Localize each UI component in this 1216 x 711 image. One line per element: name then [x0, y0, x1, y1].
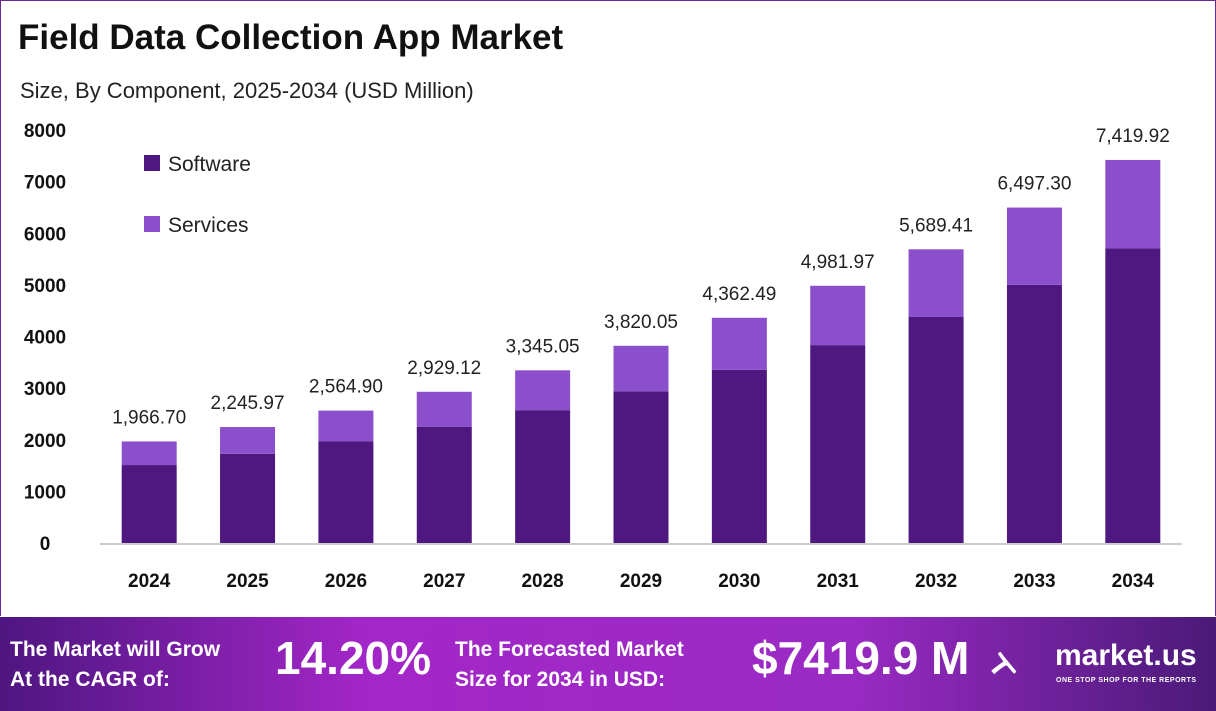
y-tick-label: 3000 [24, 379, 66, 400]
total-label-2034: 7,419.92 [1096, 126, 1170, 147]
x-tick-label: 2028 [521, 571, 563, 592]
total-label-2024: 1,966.70 [112, 407, 186, 428]
bar-services-2026 [318, 410, 374, 442]
bar-services-2024 [121, 441, 177, 466]
forecast-label: The Forecasted Market Size for 2034 in US… [455, 635, 684, 695]
y-tick-label: 0 [40, 534, 51, 555]
bar-services-2033 [1006, 207, 1062, 285]
legend-label-services: Services [168, 214, 249, 237]
bar-software-2034 [1105, 248, 1161, 543]
bar-services-2031 [810, 285, 866, 346]
total-label-2025: 2,245.97 [211, 393, 285, 414]
forecast-label-line2: Size for 2034 in USD: [455, 668, 666, 691]
bar-services-2028 [515, 370, 571, 411]
legend-swatch-services [144, 216, 160, 232]
x-tick-label: 2034 [1112, 571, 1155, 592]
bar-services-2027 [416, 391, 472, 427]
forecast-value: $7419.9 M [752, 632, 970, 684]
x-tick-label: 2031 [817, 571, 860, 592]
x-tick-label: 2032 [915, 571, 957, 592]
x-tick-label: 2029 [620, 571, 662, 592]
x-tick-label: 2033 [1013, 571, 1055, 592]
total-label-2030: 4,362.49 [702, 284, 776, 305]
summary-banner: The Market will Grow At the CAGR of: 14.2… [0, 617, 1216, 711]
brand-tagline: ONE STOP SHOP FOR THE REPORTS [1056, 677, 1197, 684]
cagr-value: 14.20% [275, 632, 432, 684]
y-tick-label: 1000 [24, 482, 66, 503]
bar-software-2030 [711, 369, 767, 543]
bar-software-2027 [416, 426, 472, 543]
y-tick-label: 2000 [24, 431, 66, 452]
bar-software-2032 [908, 316, 964, 543]
total-label-2026: 2,564.90 [309, 377, 383, 398]
total-label-2031: 4,981.97 [801, 252, 875, 273]
cagr-label-line1: The Market will Grow [10, 638, 221, 661]
bar-services-2029 [613, 345, 669, 392]
bar-software-2029 [613, 391, 669, 543]
bar-services-2025 [220, 427, 276, 454]
cagr-label-line2: At the CAGR of: [10, 668, 170, 691]
legend-swatch-software [144, 155, 160, 171]
bar-services-2032 [908, 249, 964, 317]
chart-subtitle: Size, By Component, 2025-2034 (USD Milli… [20, 78, 474, 103]
total-label-2027: 2,929.12 [407, 358, 481, 379]
brand-name: market.us [1055, 639, 1197, 672]
bar-services-2034 [1105, 159, 1161, 249]
y-tick-label: 4000 [24, 328, 66, 349]
total-label-2033: 6,497.30 [997, 174, 1071, 195]
forecast-label-line1: The Forecasted Market [455, 638, 684, 661]
total-label-2032: 5,689.41 [899, 215, 973, 236]
x-tick-label: 2025 [226, 571, 269, 592]
bar-chart: 0 1000 2000 3000 4000 5000 6000 7000 8000 1,966.7… [24, 121, 1182, 592]
total-label-2029: 3,820.05 [604, 312, 678, 333]
legend-label-software: Software [168, 153, 251, 176]
bar-software-2024 [121, 465, 177, 543]
bar-services-2030 [711, 317, 767, 370]
total-label-2028: 3,345.05 [506, 336, 580, 357]
bar-software-2033 [1006, 284, 1062, 543]
y-tick-label: 8000 [24, 121, 66, 142]
chart-title: Field Data Collection App Market [18, 18, 564, 57]
cagr-label: The Market will Grow At the CAGR of: [10, 635, 220, 695]
x-tick-label: 2030 [718, 571, 760, 592]
bar-software-2025 [220, 453, 276, 543]
y-tick-label: 5000 [24, 276, 66, 297]
y-tick-label: 6000 [24, 224, 66, 245]
market-us-logo-icon: ᨂ [990, 639, 1021, 683]
y-tick-label: 7000 [24, 173, 66, 194]
bar-software-2026 [318, 441, 374, 543]
x-tick-label: 2024 [128, 571, 171, 592]
bar-software-2031 [810, 345, 866, 543]
bar-software-2028 [515, 410, 571, 543]
x-tick-label: 2026 [325, 571, 367, 592]
x-tick-label: 2027 [423, 571, 465, 592]
